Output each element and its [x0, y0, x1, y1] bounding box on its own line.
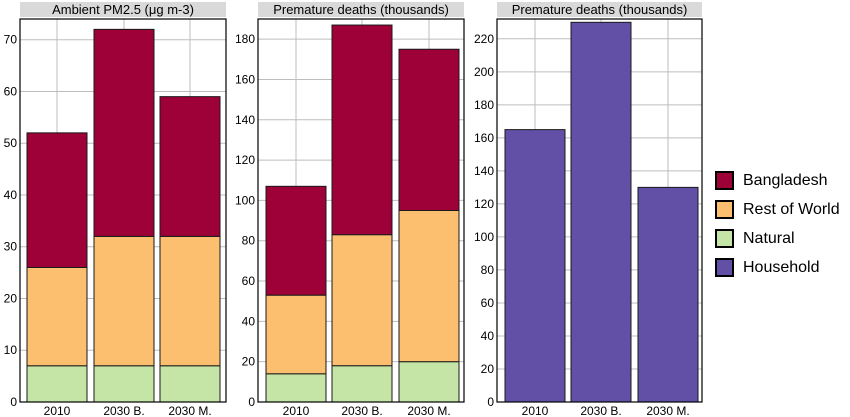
legend: Bangladesh Rest of World Natural Househo… — [715, 166, 850, 282]
plot-frame — [496, 18, 703, 403]
y-tick-label: 140 — [474, 164, 494, 178]
chart-panel-1: Ambient PM2.5 (μg m-3) 0 10 20 30 40 50 60 70 201… — [4, 2, 227, 417]
y-tick-label: 40 — [242, 314, 256, 328]
y-tick-label: 220 — [474, 32, 494, 46]
panel-title-strip — [258, 2, 464, 17]
y-tick-label: 100 — [235, 193, 255, 207]
legend-swatch-rest-of-world — [715, 200, 734, 219]
y-tick-label: 20 — [242, 355, 256, 369]
y-tick-label: 160 — [235, 72, 255, 86]
bar-natural-2030-b — [93, 365, 155, 403]
x-tick-label: 2010 — [522, 404, 549, 417]
y-tick-label: 120 — [235, 153, 255, 167]
bar-bangladesh-2030-m — [398, 48, 460, 211]
legend-label-bangladesh: Bangladesh — [743, 171, 828, 189]
chart-panel-2: Premature deaths (thousands) 0 20 40 60 80 100… — [235, 2, 465, 417]
y-tick-label: 70 — [4, 33, 18, 47]
x-tick-label: 2030 B. — [103, 404, 144, 417]
x-tick-label: 2030 M. — [646, 404, 689, 417]
bar-household-2010 — [504, 129, 566, 403]
x-tick-label: 2030 M. — [407, 404, 450, 417]
y-tick-label: 60 — [242, 274, 256, 288]
y-tick-label: 20 — [481, 362, 495, 376]
y-tick-label: 200 — [474, 65, 494, 79]
y-tick-label: 40 — [481, 329, 495, 343]
panel-title-strip — [20, 2, 226, 17]
x-tick-label: 2030 B. — [580, 404, 621, 417]
y-tick-label: 100 — [474, 230, 494, 244]
y-tick-label: 0 — [487, 395, 494, 409]
bar-bangladesh-2030-m — [159, 96, 221, 237]
panel-title: Ambient PM2.5 (μg m-3) — [52, 2, 194, 17]
y-tick-label: 20 — [4, 291, 18, 305]
bar-natural-2030-m — [398, 361, 460, 403]
bar-household-2030-m — [637, 186, 699, 403]
panel-title: Premature deaths (thousands) — [512, 2, 688, 17]
y-tick-label: 0 — [10, 395, 17, 409]
bar-bangladesh-2010 — [26, 132, 88, 268]
legend-item-household: Household — [715, 253, 850, 282]
plot-frame — [19, 18, 227, 403]
legend-item-natural: Natural — [715, 224, 850, 253]
bar-rest-of-world-2030-b — [331, 234, 393, 367]
plot-frame — [257, 18, 465, 403]
y-tick-label: 60 — [4, 84, 18, 98]
y-tick-label: 30 — [4, 240, 18, 254]
bar-natural-2030-m — [159, 365, 221, 403]
bar-rest-of-world-2010 — [265, 294, 327, 375]
legend-label-household: Household — [743, 258, 820, 276]
y-tick-label: 160 — [474, 131, 494, 145]
x-tick-label: 2030 M. — [168, 404, 211, 417]
legend-item-bangladesh: Bangladesh — [715, 166, 850, 195]
y-tick-label: 140 — [235, 113, 255, 127]
y-tick-label: 120 — [474, 197, 494, 211]
chart-panel-3: Premature deaths (thousands) 0 20 40 60 80 100… — [474, 2, 703, 417]
x-tick-label: 2010 — [44, 404, 71, 417]
y-tick-label: 10 — [4, 343, 18, 357]
legend-label-natural: Natural — [743, 229, 795, 247]
legend-label-rest-of-world: Rest of World — [743, 200, 840, 218]
bar-natural-2010 — [26, 365, 88, 403]
y-tick-label: 80 — [242, 234, 256, 248]
bar-natural-2030-b — [331, 365, 393, 403]
y-tick-label: 0 — [248, 395, 255, 409]
legend-swatch-bangladesh — [715, 171, 734, 190]
panel-title: Premature deaths (thousands) — [273, 2, 449, 17]
y-tick-label: 40 — [4, 188, 18, 202]
bar-rest-of-world-2030-m — [159, 235, 221, 367]
bar-bangladesh-2030-b — [331, 24, 393, 236]
y-tick-label: 180 — [474, 98, 494, 112]
bar-natural-2010 — [265, 373, 327, 403]
bar-rest-of-world-2010 — [26, 266, 88, 367]
x-tick-label: 2030 B. — [341, 404, 382, 417]
bar-bangladesh-2030-b — [93, 28, 155, 237]
bar-rest-of-world-2030-b — [93, 235, 155, 367]
y-tick-label: 50 — [4, 136, 18, 150]
bar-household-2030-b — [570, 21, 632, 403]
legend-swatch-household — [715, 258, 734, 277]
y-tick-label: 60 — [481, 296, 495, 310]
legend-swatch-natural — [715, 229, 734, 248]
y-tick-label: 180 — [235, 32, 255, 46]
x-tick-label: 2010 — [283, 404, 310, 417]
panel-title-strip — [497, 2, 702, 17]
bar-bangladesh-2010 — [265, 185, 327, 296]
bar-rest-of-world-2030-m — [398, 210, 460, 363]
legend-item-rest-of-world: Rest of World — [715, 195, 850, 224]
y-tick-label: 80 — [481, 263, 495, 277]
